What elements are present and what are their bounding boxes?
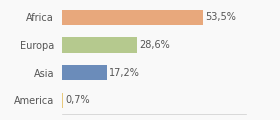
Text: 17,2%: 17,2%	[109, 68, 140, 78]
Text: 0,7%: 0,7%	[66, 95, 90, 105]
Bar	[62, 65, 107, 80]
Bar	[62, 10, 203, 25]
Text: 28,6%: 28,6%	[139, 40, 170, 50]
Bar	[62, 37, 137, 53]
Bar	[62, 93, 64, 108]
Text: 53,5%: 53,5%	[205, 12, 236, 22]
